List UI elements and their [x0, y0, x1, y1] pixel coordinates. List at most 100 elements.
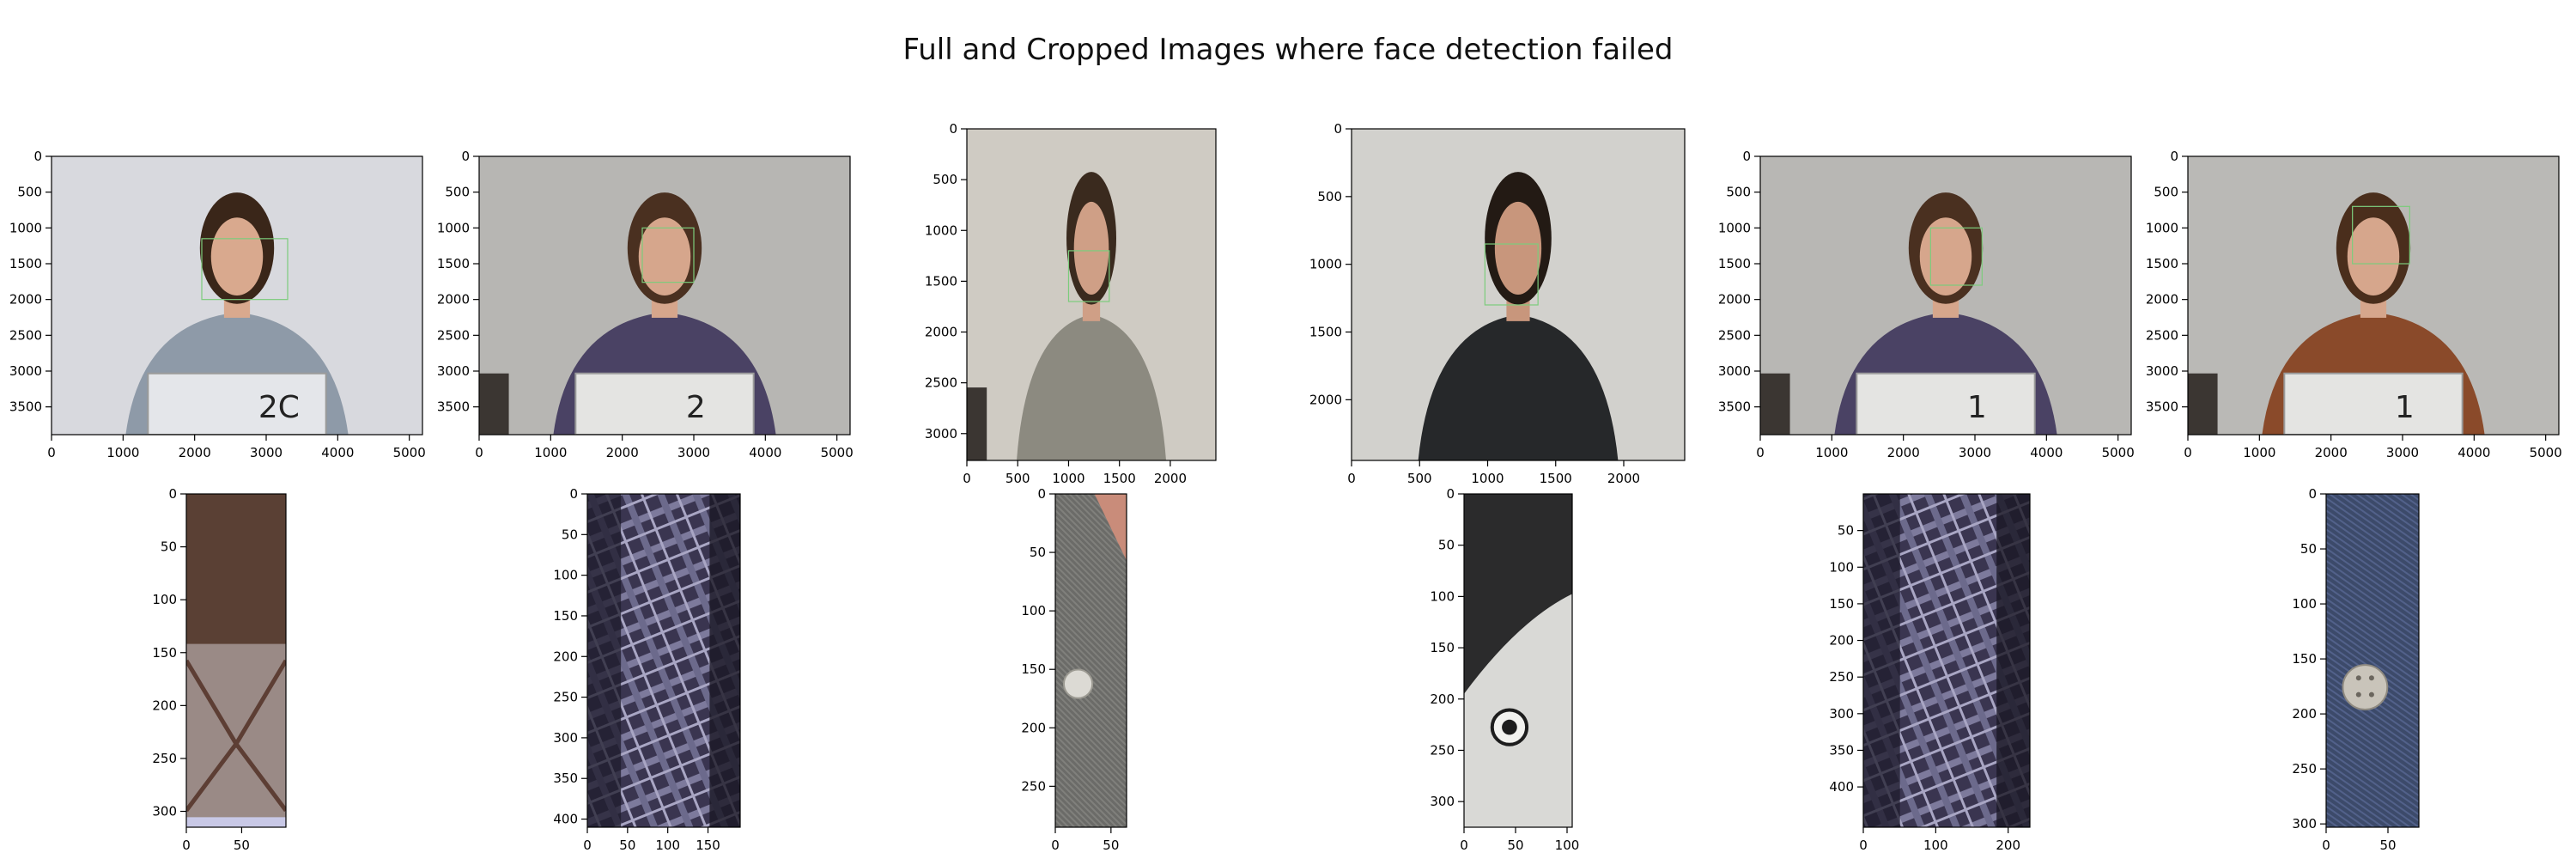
axes-crop-1: 0 50 0 50 100 150 200 250 300	[152, 486, 287, 853]
x-tick-label: 100	[1923, 838, 1948, 853]
axes-frame	[478, 155, 851, 436]
y-tick-label: 150	[1430, 640, 1455, 655]
y-tick-label: 0	[1037, 486, 1046, 502]
face-detection-box	[201, 238, 289, 301]
y-tick-label: 250	[152, 751, 177, 766]
whiteboard	[2283, 372, 2464, 435]
y-tick-label: 300	[1430, 794, 1455, 809]
button-hole	[2355, 675, 2361, 681]
y-tick-label: 250	[1829, 669, 1854, 685]
y-tick-label: 200	[1021, 720, 1046, 735]
shirt-shape	[1017, 314, 1166, 460]
face-detection-box	[2352, 205, 2410, 265]
y-tick-label: 1000	[437, 220, 470, 235]
y-tick-label: 100	[2292, 596, 2317, 612]
y-tick-label: 0	[1742, 149, 1751, 164]
x-tick-label: 200	[1996, 838, 2020, 853]
axes-full-6: 1 0 1000 2000 3000 4000 5000 0 500 1000 1500 2000 25…	[2146, 149, 2562, 460]
y-tick-label: 1500	[2146, 256, 2178, 271]
y-tick-label: 3000	[437, 363, 470, 379]
x-tick-label: 5000	[2530, 445, 2562, 460]
y-tick-label: 200	[152, 698, 177, 713]
y-tick-label: 3000	[925, 426, 957, 442]
x-tick-label: 0	[1347, 471, 1356, 486]
y-tick-label: 1000	[925, 222, 957, 238]
y-tick-label: 350	[553, 771, 578, 786]
axes-crop-2: 0 50 100 150 0 50 100 150 200 250 300 350 400	[553, 486, 741, 853]
y-tick-label: 2500	[437, 327, 470, 343]
image-crop-1	[186, 494, 286, 827]
x-tick-label: 2000	[179, 445, 211, 460]
whiteboard-text: 1	[2395, 390, 2415, 425]
axes-frame	[185, 493, 287, 828]
axes-full-5: 1 0 1000 2000 3000 4000 5000 0 500 1000 1500 2000 25…	[1718, 149, 2135, 460]
x-tick-label: 5000	[821, 445, 854, 460]
y-tick-label: 3500	[2146, 399, 2178, 415]
y-tick-label: 150	[553, 608, 578, 624]
axes-crop-6: 0 50 0 50 100 150 200 250 300	[2292, 486, 2420, 853]
y-tick-label: 1500	[9, 256, 42, 271]
y-tick-label: 500	[1726, 185, 1751, 200]
x-tick-label: 2000	[1887, 445, 1920, 460]
x-tick-label: 50	[1103, 838, 1119, 853]
y-tick-label: 2000	[9, 292, 42, 308]
crop-texture	[2326, 494, 2419, 827]
x-tick-label: 1000	[1052, 471, 1084, 486]
y-tick-label: 1000	[2146, 220, 2178, 235]
x-tick-label: 1000	[534, 445, 567, 460]
y-tick-label: 2000	[1309, 392, 1342, 407]
y-tick-label: 250	[553, 690, 578, 705]
image-full-2: 2	[479, 156, 850, 435]
whiteboard	[1856, 372, 2036, 435]
y-tick-label: 100	[1021, 603, 1046, 618]
image-crop-6	[2326, 494, 2419, 827]
y-tick-label: 400	[553, 812, 578, 827]
image-full-3	[967, 129, 1216, 460]
whiteboard	[574, 372, 755, 435]
y-tick-label: 2000	[437, 292, 470, 308]
figure-title: Full and Cropped Images where face detec…	[902, 33, 1674, 67]
axes-frame	[2187, 155, 2560, 436]
y-tick-label: 250	[1021, 778, 1046, 794]
x-tick-label: 0	[1051, 838, 1060, 853]
y-tick-label: 2000	[1718, 292, 1751, 308]
x-tick-label: 1500	[1540, 471, 1572, 486]
x-tick-label: 0	[182, 838, 191, 853]
image-crop-2	[587, 494, 740, 827]
y-tick-label: 0	[33, 149, 42, 164]
y-tick-label: 2500	[9, 327, 42, 343]
y-tick-label: 2500	[2146, 327, 2178, 343]
y-tick-label: 50	[1438, 538, 1455, 553]
x-tick-label: 3000	[677, 445, 710, 460]
y-tick-label: 100	[1829, 559, 1854, 575]
y-tick-label: 300	[1829, 706, 1854, 722]
button-shape	[2342, 664, 2389, 710]
y-tick-label: 1500	[1718, 256, 1751, 271]
face-shape	[1073, 201, 1109, 295]
x-tick-label: 4000	[749, 445, 781, 460]
x-tick-label: 0	[475, 445, 483, 460]
y-tick-label: 2500	[1718, 327, 1751, 343]
x-tick-label: 500	[1407, 471, 1432, 486]
axes-crop-4: 0 50 100 0 50 100 150 200 250 300	[1430, 486, 1579, 853]
y-tick-label: 0	[2308, 486, 2317, 502]
x-tick-label: 2000	[2315, 445, 2348, 460]
axes-frame	[1463, 493, 1573, 828]
axes-full-3: 0 500 1000 1500 2000 0 500 1000 1500 2000 2500 3000	[925, 121, 1217, 486]
image-full-4	[1352, 129, 1685, 460]
y-tick-label: 3000	[1718, 363, 1751, 379]
x-tick-label: 50	[234, 838, 250, 853]
crop-texture	[1055, 494, 1127, 827]
y-tick-label: 2000	[925, 325, 957, 340]
print-pupil	[1502, 719, 1517, 735]
y-tick-label: 0	[1446, 486, 1455, 502]
y-tick-label: 3500	[9, 399, 42, 415]
y-tick-label: 50	[562, 527, 578, 542]
x-tick-label: 5000	[393, 445, 426, 460]
y-tick-label: 1500	[925, 273, 957, 289]
x-tick-label: 4000	[2458, 445, 2490, 460]
x-tick-label: 4000	[321, 445, 354, 460]
x-tick-label: 500	[1005, 471, 1030, 486]
y-tick-label: 250	[1430, 742, 1455, 758]
chair-shape	[967, 387, 987, 460]
